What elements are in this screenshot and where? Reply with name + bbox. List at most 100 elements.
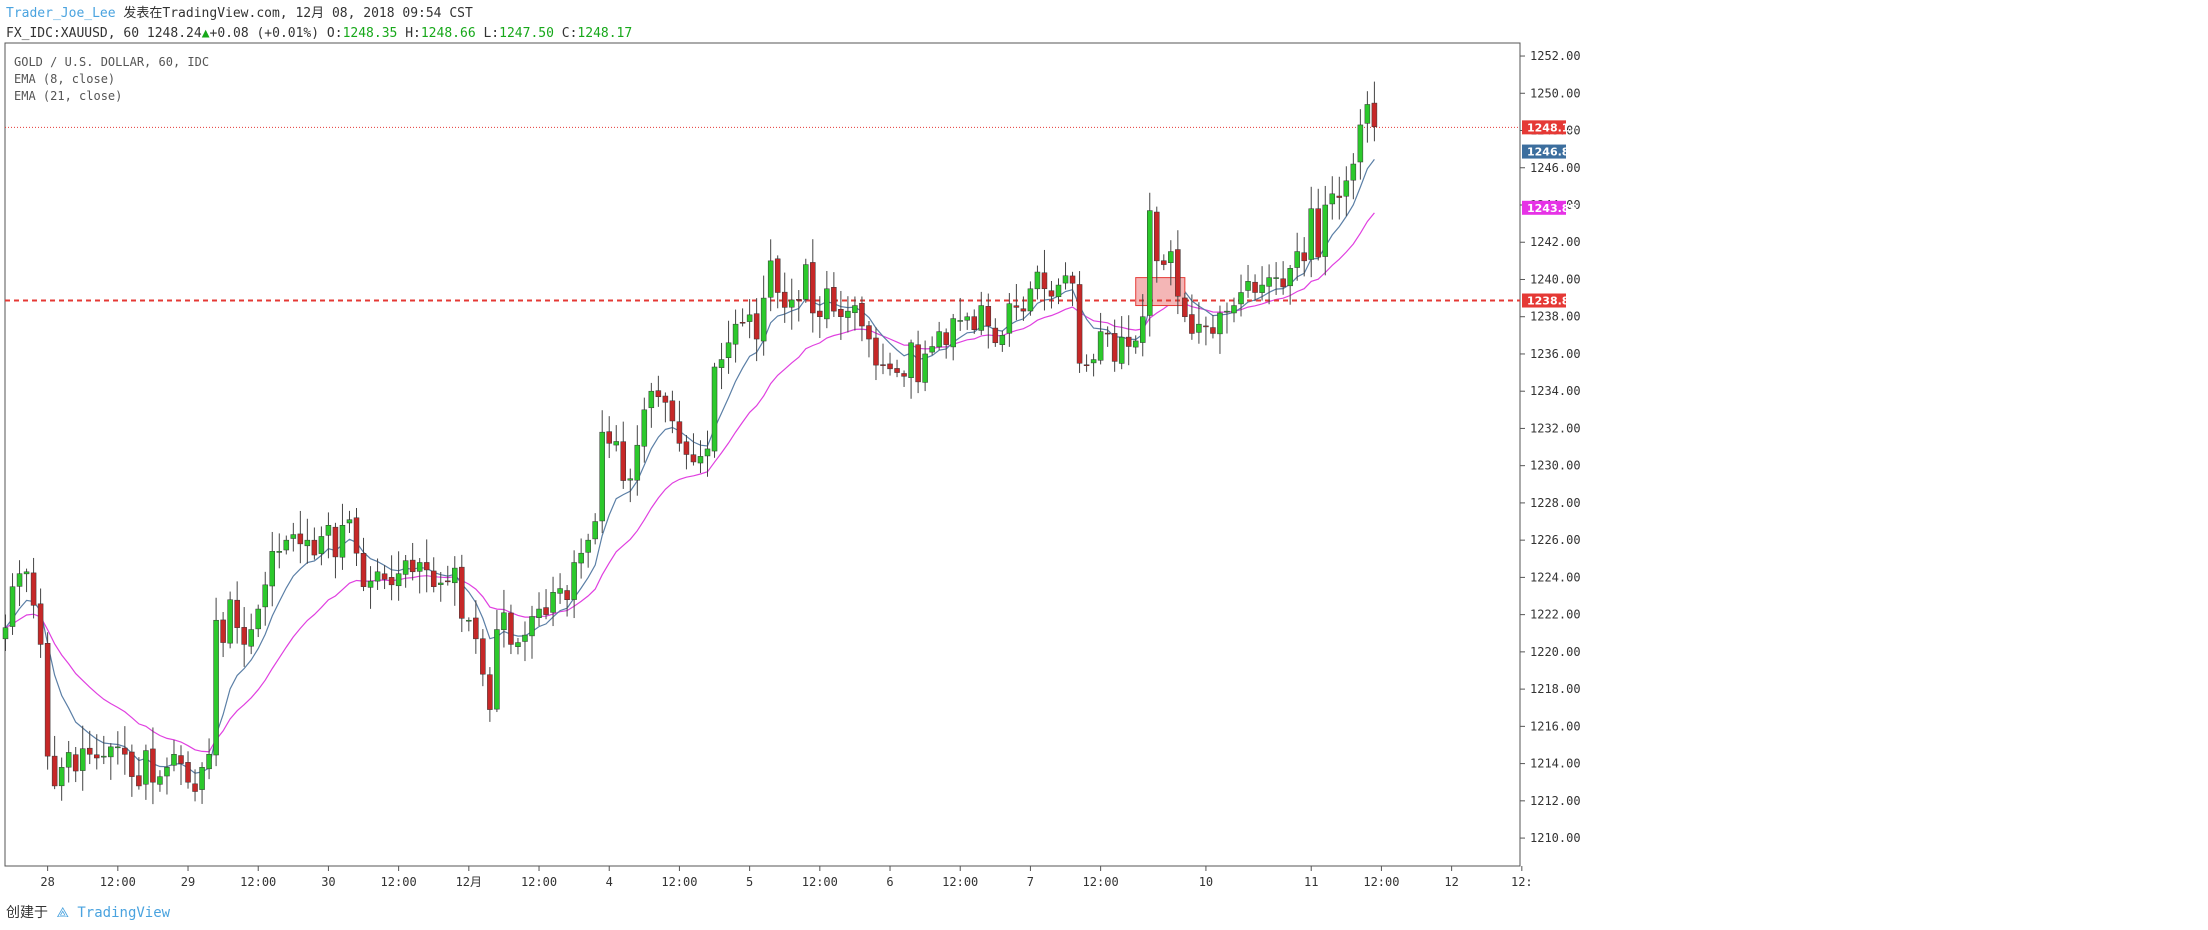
candle[interactable] <box>283 539 290 551</box>
candle[interactable] <box>901 373 907 377</box>
time-axis[interactable]: 28 12:00 29 12:00 30 12:00 12月 12:00 4 12:00 5 12:0… <box>40 866 1533 889</box>
candle[interactable] <box>1343 180 1350 197</box>
candle[interactable] <box>669 400 676 422</box>
candle[interactable] <box>1364 104 1371 124</box>
candle[interactable] <box>325 525 332 536</box>
candle[interactable] <box>781 291 788 308</box>
candle[interactable] <box>192 783 198 792</box>
candle[interactable] <box>831 287 837 312</box>
candle[interactable] <box>339 525 346 558</box>
candle[interactable] <box>543 607 549 615</box>
candle[interactable] <box>557 588 563 594</box>
candle[interactable] <box>999 335 1006 345</box>
candle[interactable] <box>136 775 142 787</box>
candle[interactable] <box>452 567 458 584</box>
candle[interactable] <box>416 562 423 572</box>
candle[interactable] <box>1294 251 1300 268</box>
candle[interactable] <box>634 444 641 481</box>
candle[interactable] <box>859 302 865 327</box>
candle[interactable] <box>2 627 9 640</box>
candle[interactable] <box>725 342 732 359</box>
candle[interactable] <box>459 566 465 619</box>
candle[interactable] <box>94 754 100 759</box>
candle[interactable] <box>1041 272 1048 290</box>
candle[interactable] <box>1273 277 1279 279</box>
candle[interactable] <box>894 368 900 373</box>
candle[interactable] <box>473 617 479 640</box>
candle[interactable] <box>332 526 339 558</box>
candle[interactable] <box>115 746 121 749</box>
candle[interactable] <box>845 310 851 318</box>
candle[interactable] <box>1175 249 1181 297</box>
candle[interactable] <box>1182 297 1188 317</box>
candle[interactable] <box>1280 278 1286 288</box>
candle[interactable] <box>297 533 304 545</box>
candle[interactable] <box>1006 303 1013 334</box>
candle[interactable] <box>318 536 325 554</box>
candle[interactable] <box>746 314 753 322</box>
candle[interactable] <box>683 441 690 455</box>
candle[interactable] <box>65 752 72 768</box>
candle[interactable] <box>171 754 177 766</box>
candle[interactable] <box>1062 275 1069 284</box>
candle[interactable] <box>550 592 556 613</box>
candle[interactable] <box>143 750 149 785</box>
candle[interactable] <box>508 612 514 645</box>
candle[interactable] <box>929 346 935 353</box>
candle[interactable] <box>213 619 219 756</box>
candle[interactable] <box>648 390 655 409</box>
candle[interactable] <box>1076 284 1083 364</box>
candle[interactable] <box>796 299 802 301</box>
candle[interactable] <box>627 478 634 481</box>
candle[interactable] <box>620 441 627 481</box>
candle[interactable] <box>1111 333 1118 362</box>
candle[interactable] <box>30 572 37 606</box>
candle[interactable] <box>501 612 507 631</box>
candle[interactable] <box>1315 208 1321 258</box>
candle[interactable] <box>880 364 886 366</box>
candle[interactable] <box>1350 163 1357 181</box>
candle[interactable] <box>269 551 276 587</box>
tradingview-link[interactable]: TradingView <box>77 905 171 921</box>
ema21-legend[interactable]: EMA (21, close) <box>14 89 122 103</box>
candle[interactable] <box>9 586 16 627</box>
candles[interactable] <box>2 81 1378 805</box>
candle[interactable] <box>206 754 212 770</box>
candle[interactable] <box>16 573 23 587</box>
candle[interactable] <box>1322 204 1329 257</box>
candle[interactable] <box>536 608 542 618</box>
candle[interactable] <box>1287 268 1293 287</box>
candle[interactable] <box>1083 364 1090 367</box>
candle[interactable] <box>402 560 409 575</box>
candle[interactable] <box>887 363 893 370</box>
candle[interactable] <box>697 456 704 464</box>
candle[interactable] <box>1034 271 1041 290</box>
candle[interactable] <box>437 582 444 585</box>
candle[interactable] <box>1027 288 1034 312</box>
candle[interactable] <box>676 421 683 444</box>
candle[interactable] <box>79 748 86 771</box>
candle[interactable] <box>732 323 739 345</box>
candle[interactable] <box>1048 290 1055 297</box>
candle[interactable] <box>838 309 844 317</box>
candle[interactable] <box>1266 277 1272 287</box>
candle[interactable] <box>943 332 949 345</box>
candle[interactable] <box>1329 193 1336 205</box>
candle[interactable] <box>992 327 999 344</box>
candle[interactable] <box>1189 314 1195 334</box>
candle[interactable] <box>915 344 921 383</box>
candle[interactable] <box>571 562 577 600</box>
candle[interactable] <box>1161 260 1167 265</box>
candle[interactable] <box>803 264 809 300</box>
candle[interactable] <box>985 306 992 327</box>
candle[interactable] <box>199 767 205 790</box>
candle[interactable] <box>108 746 114 758</box>
candle[interactable] <box>1196 323 1202 333</box>
candle[interactable] <box>423 562 430 571</box>
candle[interactable] <box>1125 336 1132 347</box>
candle[interactable] <box>255 608 261 630</box>
candle[interactable] <box>767 260 774 298</box>
candle[interactable] <box>150 748 156 783</box>
candle[interactable] <box>367 580 374 588</box>
candle[interactable] <box>360 553 367 587</box>
